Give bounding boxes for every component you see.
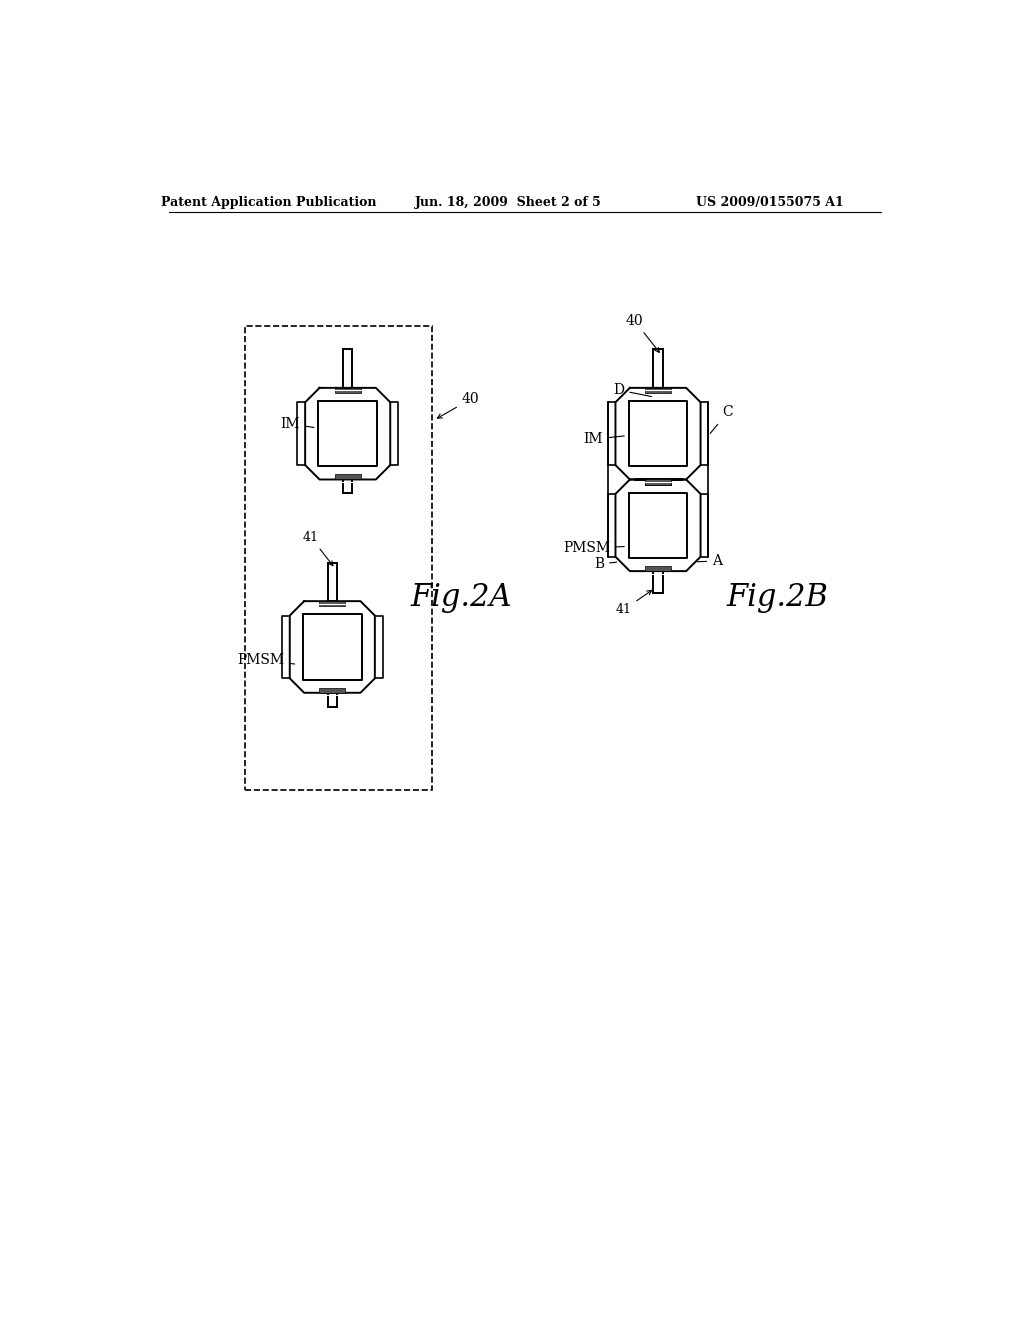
- Text: 41: 41: [615, 590, 651, 616]
- Bar: [645, 388, 671, 393]
- Bar: [319, 601, 345, 606]
- Bar: [335, 474, 360, 479]
- Bar: [645, 479, 671, 484]
- Text: IM: IM: [583, 433, 625, 446]
- Text: US 2009/0155075 A1: US 2009/0155075 A1: [695, 195, 844, 209]
- Text: Fig.2B: Fig.2B: [726, 582, 828, 612]
- Bar: [319, 688, 345, 693]
- Bar: [335, 388, 360, 393]
- Bar: [645, 479, 671, 484]
- Text: Fig.2A: Fig.2A: [411, 582, 512, 612]
- Text: D: D: [613, 383, 651, 397]
- Text: PMSM: PMSM: [563, 541, 625, 554]
- Text: IM: IM: [281, 417, 314, 430]
- Text: B: B: [594, 557, 616, 572]
- Text: 40: 40: [437, 392, 479, 418]
- Text: PMSM: PMSM: [238, 653, 295, 668]
- Bar: [645, 566, 671, 572]
- Text: A: A: [697, 554, 722, 568]
- Text: C: C: [711, 405, 733, 433]
- Text: 41: 41: [303, 531, 333, 566]
- Bar: [645, 479, 671, 484]
- Text: Patent Application Publication: Patent Application Publication: [162, 195, 377, 209]
- Text: 40: 40: [626, 314, 659, 352]
- Text: Jun. 18, 2009  Sheet 2 of 5: Jun. 18, 2009 Sheet 2 of 5: [415, 195, 601, 209]
